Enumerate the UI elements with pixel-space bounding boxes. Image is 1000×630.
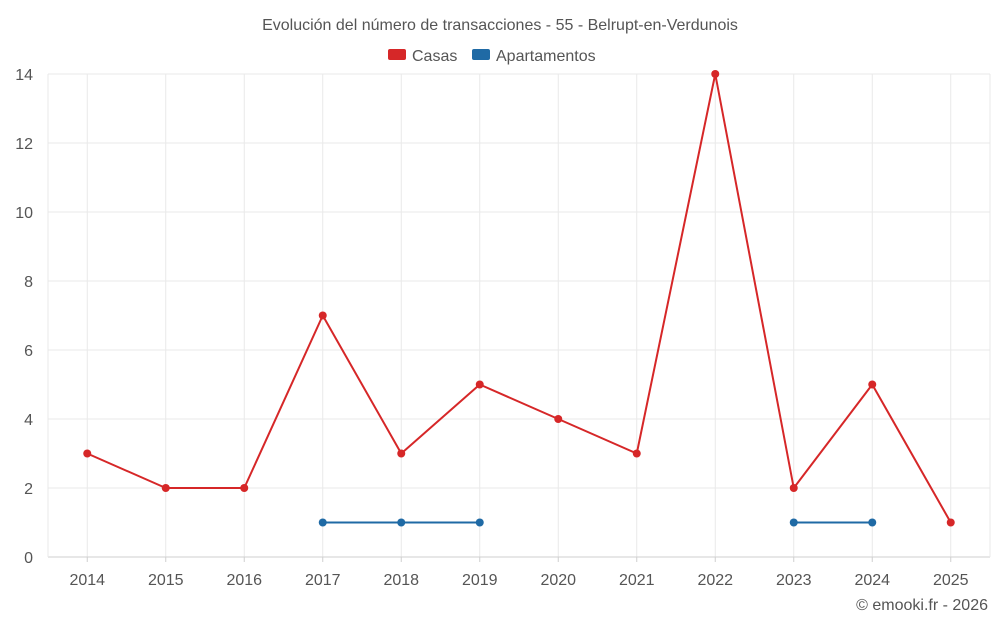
legend-swatch-apartamentos [472, 49, 490, 60]
y-axis-ticks: 0 2 4 6 8 10 12 14 [15, 67, 33, 567]
y-tick-label: 12 [15, 136, 33, 153]
series [83, 70, 955, 527]
axes [47, 74, 991, 558]
y-tick-label: 2 [24, 481, 33, 498]
y-tick-label: 10 [15, 205, 33, 222]
data-point-casas-2024[interactable] [868, 380, 877, 389]
x-tick-label: 2025 [933, 572, 969, 589]
legend-swatch-casas [388, 49, 406, 60]
x-tick-label: 2017 [305, 572, 341, 589]
y-tick-label: 14 [15, 67, 33, 84]
data-point-casas-2020[interactable] [554, 415, 563, 423]
data-point-casas-2017[interactable] [318, 311, 327, 320]
data-point-apartamentos-2018[interactable] [397, 518, 406, 527]
x-tick-label: 2015 [148, 572, 184, 589]
chart-title: Evolución del número de transacciones - … [262, 17, 738, 34]
x-tick-label: 2021 [619, 572, 655, 589]
series-casas [83, 70, 955, 527]
x-tick-label: 2020 [540, 572, 576, 589]
data-point-casas-2023[interactable] [789, 484, 798, 492]
data-point-casas-2019[interactable] [475, 380, 484, 389]
data-point-apartamentos-2017[interactable] [318, 518, 327, 527]
x-tick-label: 2019 [462, 572, 498, 589]
series-apartamentos [318, 518, 877, 527]
grid [48, 73, 990, 557]
data-point-casas-2021[interactable] [632, 449, 641, 458]
data-point-casas-2014[interactable] [83, 449, 92, 458]
x-axis-ticks: 2014 2015 2016 2017 2018 2019 2020 2021 2022 2023… [69, 557, 969, 589]
legend-label-apartamentos[interactable]: Apartamentos [496, 48, 596, 65]
data-point-apartamentos-2023[interactable] [789, 518, 798, 527]
x-tick-label: 2022 [697, 572, 733, 589]
data-point-apartamentos-2024[interactable] [868, 518, 877, 527]
y-tick-label: 8 [24, 274, 33, 291]
y-tick-label: 6 [24, 343, 33, 360]
x-tick-label: 2024 [854, 572, 890, 589]
data-point-casas-2016[interactable] [240, 484, 249, 492]
y-tick-label: 0 [24, 550, 33, 567]
data-point-casas-2015[interactable] [161, 484, 170, 492]
data-point-casas-2018[interactable] [397, 449, 406, 458]
x-tick-label: 2023 [776, 572, 812, 589]
x-tick-label: 2014 [69, 572, 105, 589]
y-tick-label: 4 [24, 412, 33, 429]
x-tick-label: 2016 [226, 572, 262, 589]
data-point-casas-2025[interactable] [946, 518, 955, 527]
x-tick-label: 2018 [383, 572, 419, 589]
data-point-casas-2022[interactable] [711, 70, 720, 78]
legend: Casas Apartamentos [388, 48, 596, 65]
data-point-apartamentos-2019[interactable] [475, 518, 484, 527]
series-line-casas [86, 73, 952, 523]
copyright-notice: © emooki.fr - 2026 [856, 597, 988, 614]
legend-label-casas[interactable]: Casas [412, 48, 457, 65]
